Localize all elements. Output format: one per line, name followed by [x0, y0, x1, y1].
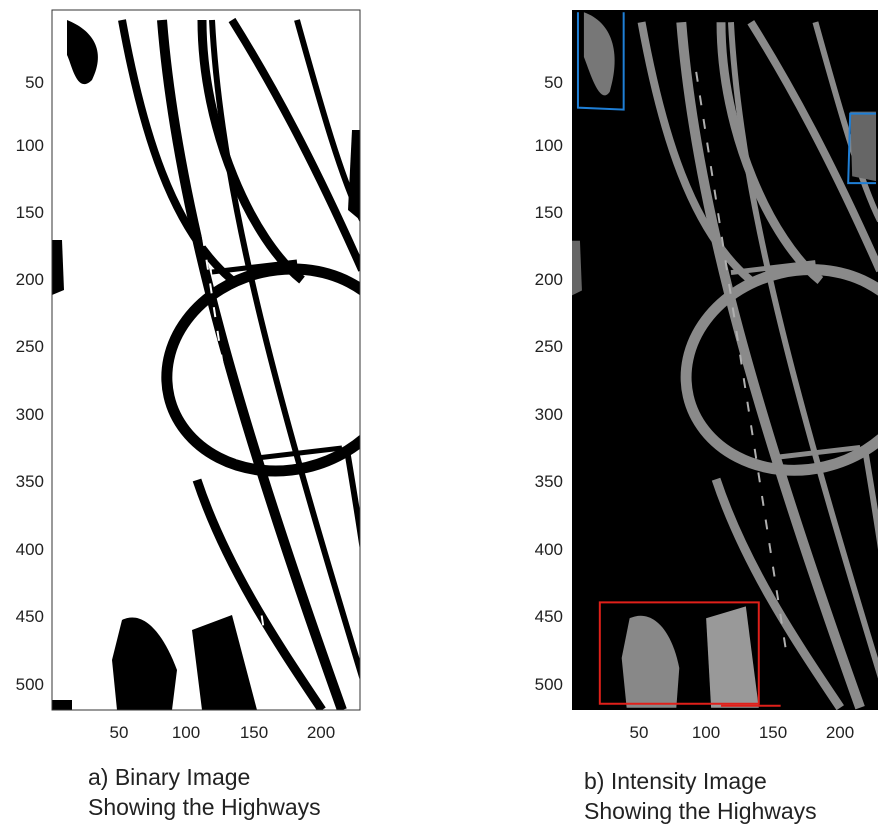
x-tick: 100: [692, 723, 720, 742]
caption-line: Showing the Highways: [584, 798, 817, 824]
intensity-image: [572, 10, 878, 710]
y-tick: 450: [535, 607, 563, 626]
panel-a-y-axis: 50 100 150 200 250 300 350 400 450 500: [16, 73, 44, 694]
y-tick: 500: [535, 675, 563, 694]
panel-a-x-axis: 50 100 150 200: [110, 723, 336, 742]
panel-a-caption: a) Binary Image Showing the Highways: [88, 762, 321, 822]
y-tick: 400: [535, 540, 563, 559]
y-tick: 350: [535, 472, 563, 491]
panel-b-caption: b) Intensity Image Showing the Highways: [584, 766, 817, 826]
y-tick: 250: [535, 337, 563, 356]
y-tick: 450: [16, 607, 44, 626]
caption-line: a) Binary Image: [88, 764, 251, 790]
x-tick: 50: [630, 723, 649, 742]
y-tick: 300: [535, 405, 563, 424]
x-tick: 200: [307, 723, 335, 742]
y-tick: 200: [16, 270, 44, 289]
x-tick: 150: [240, 723, 268, 742]
x-tick: 150: [759, 723, 787, 742]
y-tick: 150: [535, 203, 563, 222]
y-tick: 150: [16, 203, 44, 222]
caption-line: Showing the Highways: [88, 794, 321, 820]
x-tick: 50: [110, 723, 129, 742]
caption-line: b) Intensity Image: [584, 768, 767, 794]
y-tick: 500: [16, 675, 44, 694]
y-tick: 50: [25, 73, 44, 92]
x-tick: 200: [826, 723, 854, 742]
y-tick: 200: [535, 270, 563, 289]
y-tick: 300: [16, 405, 44, 424]
panel-b-y-axis: 50 100 150 200 250 300 350 400 450 500: [535, 73, 563, 694]
binary-image: [51, 9, 361, 711]
y-tick: 100: [16, 136, 44, 155]
y-tick: 50: [544, 73, 563, 92]
y-tick: 250: [16, 337, 44, 356]
y-tick: 400: [16, 540, 44, 559]
y-tick: 100: [535, 136, 563, 155]
panel-b-x-axis: 50 100 150 200: [630, 723, 855, 742]
y-tick: 350: [16, 472, 44, 491]
x-tick: 100: [172, 723, 200, 742]
